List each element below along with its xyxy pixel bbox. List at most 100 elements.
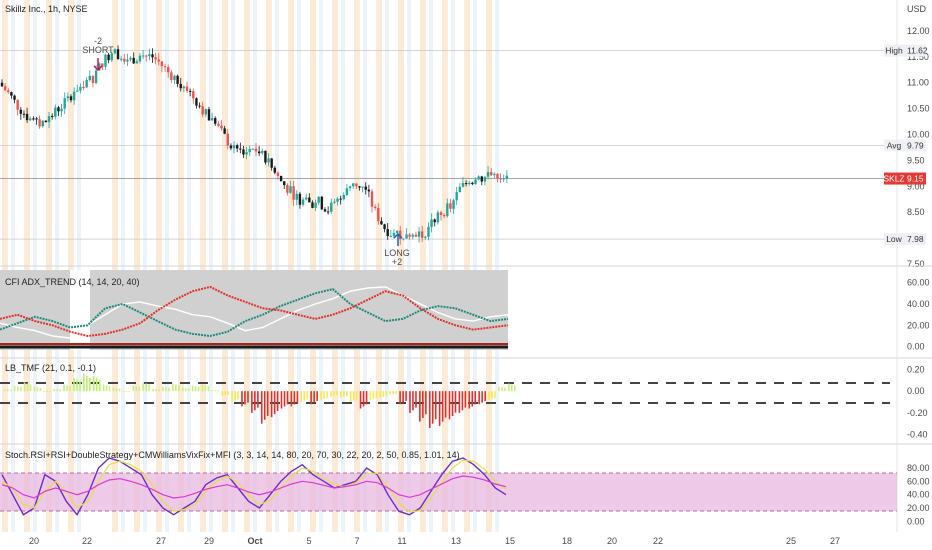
tmf-bar [498, 386, 500, 392]
candle-body [16, 99, 19, 110]
tmf-bar [276, 391, 279, 411]
candle-body [442, 215, 446, 217]
price-tick-label: 8.50 [907, 207, 925, 217]
candle-body [138, 55, 142, 62]
candle-body [395, 230, 399, 233]
tmf-bar [7, 389, 9, 392]
adx-pane: 60.00 40.00 20.00 0.00 [0, 270, 930, 352]
tmf-bar [286, 391, 289, 405]
stoch-tick-label: 40.00 [907, 490, 930, 500]
tmf-bar [247, 391, 249, 403]
candle-body [289, 186, 292, 193]
tmf-bar [280, 391, 283, 409]
tmf-bar [49, 391, 52, 393]
tmf-bar [201, 384, 204, 392]
candle-body [38, 119, 41, 127]
tmf-bar [145, 383, 147, 392]
time-axis[interactable]: 20 22 27 29 Oct 5 7 11 13 15 18 20 22 25 27 [29, 536, 840, 546]
candle-body [198, 105, 201, 107]
candle-body [242, 149, 245, 155]
chart-title[interactable]: Skillz Inc., 1h, NYSE [5, 4, 88, 14]
candle-body [157, 59, 160, 62]
adx-title[interactable]: CFI ADX_TREND (14, 14, 20, 40) [5, 277, 140, 287]
tmf-bar [448, 391, 451, 420]
tmf-bar [419, 391, 421, 422]
tmf-bar [152, 388, 154, 392]
candle-body [79, 86, 82, 91]
candle-body [107, 54, 110, 61]
tmf-bar [326, 391, 328, 398]
candle-body [176, 75, 179, 84]
candle-body [145, 55, 148, 57]
candle-body [417, 231, 421, 237]
tmf-bar [227, 391, 230, 395]
candle-body [195, 98, 198, 106]
candle-body [235, 145, 239, 149]
candle-body [179, 83, 182, 89]
tmf-bar [217, 390, 220, 392]
price-tick-label: 9.50 [907, 155, 925, 165]
stoch-title[interactable]: Stoch.RSI+RSI+DoubleStrategy+CMWilliamsV… [5, 450, 460, 460]
candle-body [348, 186, 352, 189]
time-tick-label: 27 [156, 536, 166, 546]
tmf-bar [158, 389, 160, 392]
tmf-bar [16, 386, 19, 392]
price-pane: 12.0011.5011.0010.5010.009.509.008.508.0… [0, 26, 930, 269]
candle-body [323, 209, 327, 212]
adx-series-line [0, 286, 509, 339]
candle-body [135, 61, 139, 64]
candle-body [392, 232, 396, 236]
tmf-bar [359, 391, 362, 409]
candle-body [411, 234, 414, 237]
candle-body [345, 188, 349, 195]
stoch-band [0, 473, 897, 511]
stoch-lines [1, 457, 507, 516]
candle-body [461, 183, 465, 187]
tmf-bar [89, 377, 91, 392]
tmf-bar [142, 382, 144, 392]
candle-body [370, 191, 374, 207]
tmf-bar [260, 391, 263, 424]
level-value-tag [904, 172, 926, 185]
tmf-bar [444, 391, 447, 418]
tmf-bar [234, 391, 236, 401]
candle-body [358, 186, 361, 188]
level-name-label: Low [886, 234, 902, 244]
price-tick-label: 11.50 [907, 52, 929, 62]
candle-body [251, 148, 255, 150]
long-arrow-icon [393, 232, 403, 246]
tmf-bar [33, 386, 36, 392]
candle-body [452, 200, 455, 209]
candle-body [204, 109, 208, 115]
candle-body [352, 183, 355, 187]
tmf-bar [484, 391, 486, 402]
candle-body [141, 55, 145, 57]
tmf-bar [63, 384, 65, 392]
tmf-bar [461, 391, 464, 411]
tmf-tick-label: -0.40 [907, 430, 928, 440]
candle-body [98, 63, 101, 71]
short-signal: -2 SHORT [82, 36, 114, 72]
candle-body [110, 53, 113, 61]
tmf-bar [336, 391, 338, 396]
tmf-bar [296, 391, 299, 403]
candle-body [72, 91, 76, 101]
candle-body [502, 178, 505, 180]
tmf-bar [191, 385, 194, 392]
adx-tick-label: 60.00 [907, 278, 930, 288]
candle-body [446, 203, 449, 217]
currency-label[interactable]: USD [907, 4, 927, 14]
candle-body [295, 193, 298, 200]
adx-tick-label: 20.00 [907, 320, 930, 330]
candle-body [270, 158, 273, 168]
candle-body [320, 196, 324, 210]
candle-body [377, 208, 380, 222]
tmf-bar [501, 387, 503, 392]
tmf-title[interactable]: LB_TMF (21, 0.1, -0.1) [5, 363, 96, 373]
candle-body [273, 167, 277, 173]
tmf-bar [181, 387, 184, 392]
tmf-bar [491, 391, 493, 399]
time-tick-label: 13 [451, 536, 461, 546]
candle-body [364, 186, 367, 190]
